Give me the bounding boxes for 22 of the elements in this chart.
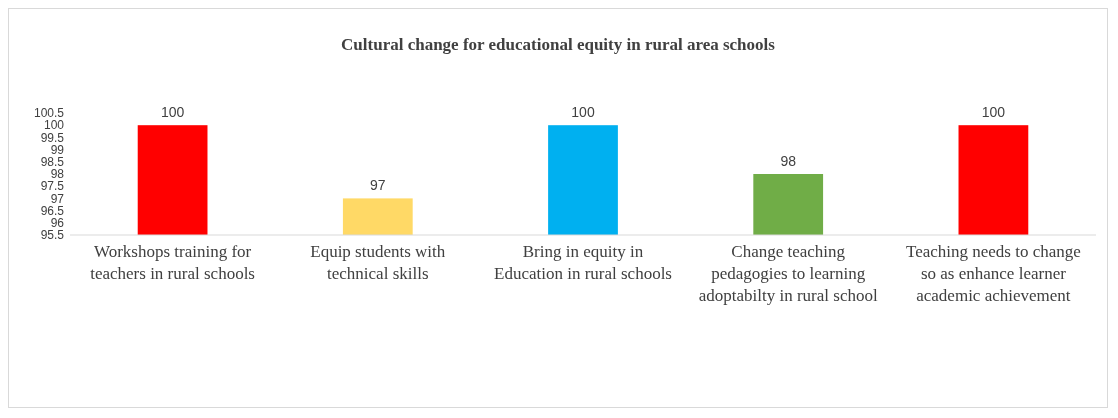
y-tick-label: 95.5 bbox=[40, 228, 65, 243]
data-label: 100 bbox=[981, 104, 1006, 121]
x-tick-label: Equip students with technical skills bbox=[310, 242, 446, 283]
x-tick-label: Change teaching pedagogies to learning adoptabilty in rural school bbox=[698, 242, 878, 305]
x-tick-label: Teaching needs to change so as enhance learner academic achievement bbox=[905, 242, 1081, 305]
data-label: 100 bbox=[160, 104, 185, 121]
y-tick-label: 96 bbox=[50, 216, 65, 230]
chart-title: Cultural change for educational equity in rural area schools bbox=[341, 35, 776, 54]
y-tick-label: 99.5 bbox=[40, 130, 65, 145]
x-tick-label: Bring in equity in Education in rural schools bbox=[494, 242, 672, 283]
y-tick-label: 100 bbox=[43, 118, 65, 133]
y-tick-label: 96.5 bbox=[40, 203, 65, 218]
y-tick-label: 100.5 bbox=[33, 106, 65, 121]
y-tick-label: 97 bbox=[50, 191, 65, 206]
data-label: 100 bbox=[571, 104, 595, 121]
y-tick-label: 98 bbox=[50, 167, 65, 182]
y-tick-label: 99 bbox=[50, 142, 65, 157]
data-label: 97 bbox=[370, 177, 386, 194]
y-tick-label: 97.5 bbox=[40, 179, 65, 194]
y-tick-label: 98.5 bbox=[40, 155, 65, 169]
x-tick-label: Workshops training for teachers in rural schools bbox=[90, 242, 255, 283]
data-label: 98 bbox=[780, 153, 797, 169]
